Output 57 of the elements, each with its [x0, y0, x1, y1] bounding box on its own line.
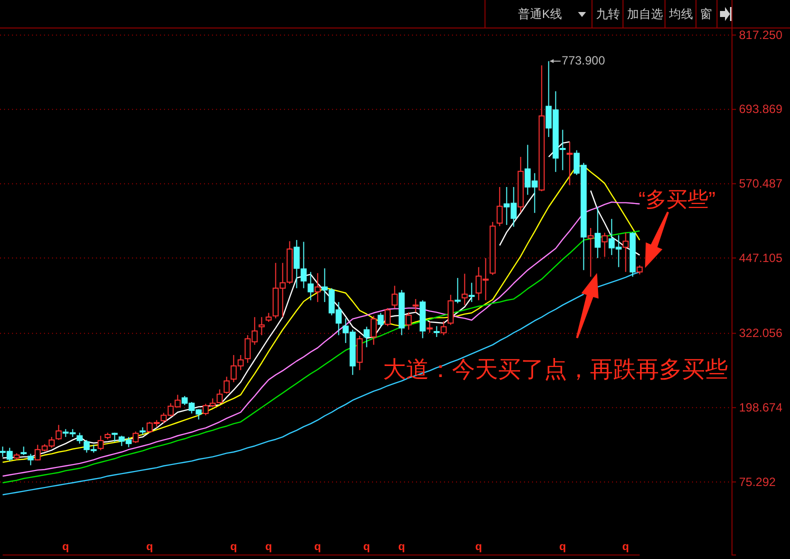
text: q: [398, 540, 406, 553]
candlestick: [356, 335, 363, 371]
text: q: [265, 540, 272, 553]
y-tick-label: 817.250: [739, 28, 783, 42]
text: 窗: [700, 7, 712, 22]
candlestick: [622, 232, 629, 272]
candlestick: [98, 435, 104, 451]
text: q: [622, 540, 630, 553]
y-tick-label: 75.292: [739, 474, 776, 489]
candlestick: [406, 312, 412, 330]
candlestick: [112, 432, 118, 442]
candlestick: [224, 376, 230, 394]
candlestick: [566, 141, 573, 186]
y-tick-label: 322.056: [739, 326, 783, 340]
text: q: [475, 540, 482, 553]
candlestick: [426, 321, 433, 334]
candlestick: [392, 285, 398, 309]
candlestick: [56, 424, 62, 440]
text: 普通K线: [518, 7, 562, 22]
candlestick: [462, 273, 468, 306]
candlestick: [440, 320, 447, 336]
candlestick: [378, 312, 384, 328]
text: q: [314, 540, 322, 553]
candlestick: [76, 432, 83, 444]
text: q: [363, 540, 370, 553]
text: q: [559, 540, 566, 553]
candlestick: [594, 206, 601, 259]
annotation: 773.900: [562, 53, 606, 68]
y-tick-label: 198.674: [739, 400, 783, 414]
candlestick: [308, 271, 314, 301]
candlestick: [266, 312, 272, 322]
candlestick: [454, 277, 461, 304]
text: 加自选: [627, 7, 663, 22]
y-tick-label: 570.487: [739, 176, 783, 191]
candlestick: [434, 326, 440, 338]
text: 均线: [668, 7, 693, 22]
candlestick: [448, 294, 454, 326]
candlestick: [588, 227, 594, 278]
candlestick: [496, 186, 503, 227]
candlestick: [602, 232, 608, 258]
candlestick: [370, 315, 377, 346]
candlestick: [314, 272, 321, 303]
candlestick: [28, 453, 34, 466]
candlestick: [468, 282, 475, 303]
candlestick: [636, 264, 643, 275]
text: q: [146, 540, 154, 553]
candlestick: [364, 326, 370, 348]
candlestick: [412, 298, 419, 313]
text: q: [62, 540, 70, 553]
candlestick: [384, 308, 391, 327]
candlestick: [258, 316, 265, 336]
candlestick: [132, 431, 139, 444]
text: 九转: [596, 7, 620, 22]
text: q: [230, 540, 238, 553]
annotation: “多买些”: [638, 188, 716, 212]
y-tick-label: 447.105: [739, 250, 783, 265]
y-tick-label: 693.869: [739, 102, 783, 116]
